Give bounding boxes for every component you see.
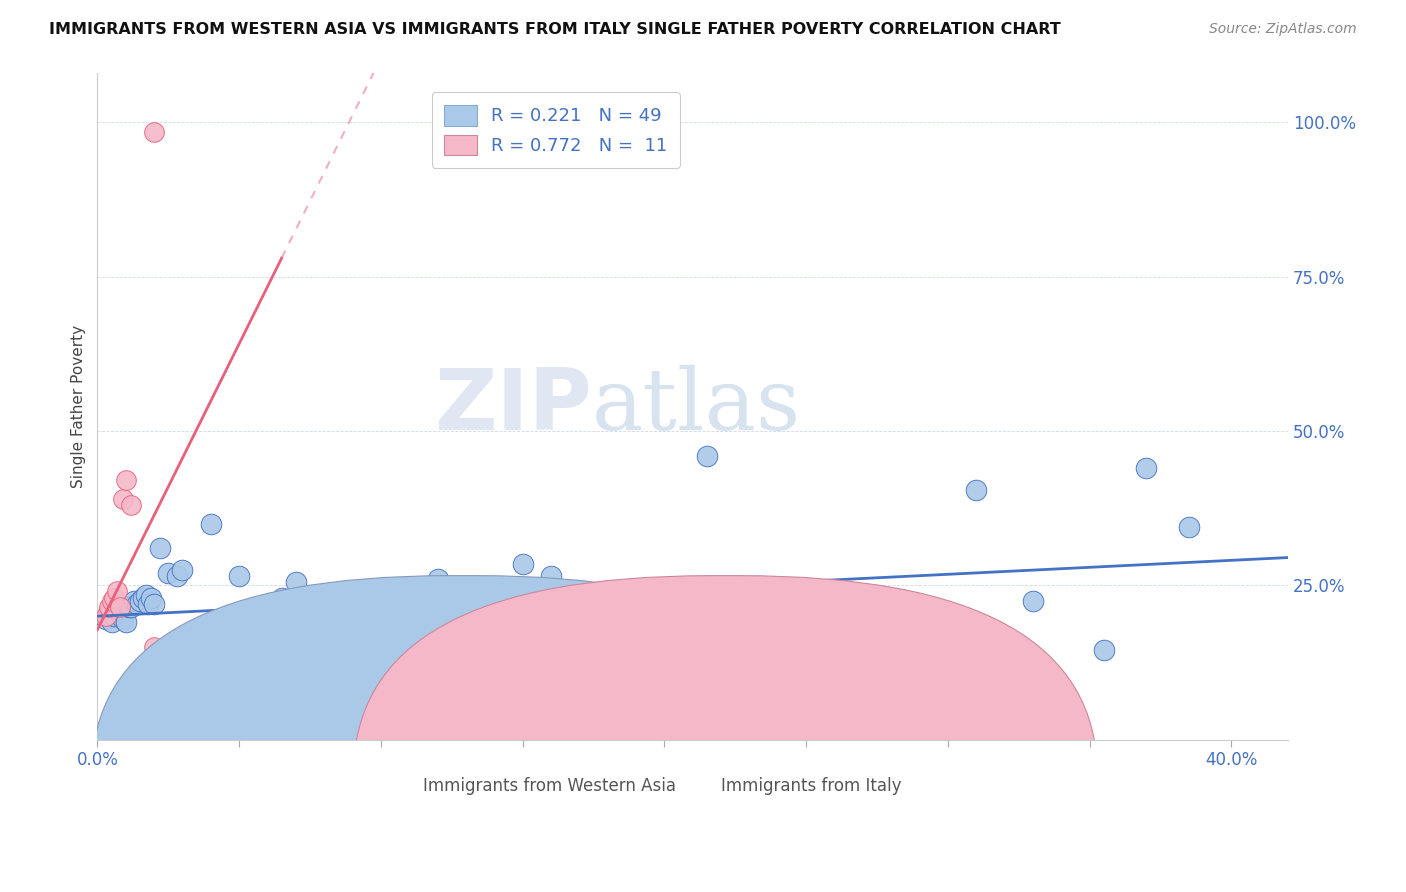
Point [412, 637, 434, 651]
Point [120, 599, 142, 614]
Point [426, 572, 449, 586]
Point [94, 612, 117, 626]
Point [97, 599, 120, 614]
Point [141, 591, 163, 605]
Text: Immigrants from Western Asia: Immigrants from Western Asia [423, 777, 676, 796]
Point [298, 603, 321, 617]
Point [117, 599, 139, 614]
Point [228, 569, 250, 583]
Point [512, 557, 534, 571]
FancyBboxPatch shape [353, 575, 1098, 892]
Point [696, 449, 718, 463]
Point [498, 652, 520, 666]
Text: IMMIGRANTS FROM WESTERN ASIA VS IMMIGRANTS FROM ITALY SINGLE FATHER POVERTY CORR: IMMIGRANTS FROM WESTERN ASIA VS IMMIGRAN… [49, 22, 1062, 37]
Point [149, 541, 172, 556]
Point [1177, 519, 1199, 533]
Point [114, 615, 136, 630]
Text: Source: ZipAtlas.com: Source: ZipAtlas.com [1209, 22, 1357, 37]
Text: ZIP: ZIP [433, 365, 592, 448]
Point [131, 591, 153, 605]
Point [105, 584, 128, 599]
Point [356, 624, 378, 639]
Point [1022, 593, 1045, 607]
Point [143, 640, 166, 654]
Point [1135, 461, 1157, 475]
Point [103, 609, 125, 624]
Point [610, 588, 633, 602]
Text: Immigrants from Italy: Immigrants from Italy [721, 777, 903, 796]
Point [242, 606, 264, 620]
Point [105, 603, 128, 617]
Point [894, 599, 917, 614]
Point [1092, 643, 1115, 657]
Point [97, 603, 120, 617]
Point [143, 597, 166, 611]
Point [314, 652, 336, 666]
Point [135, 588, 157, 602]
Point [128, 593, 150, 607]
Point [108, 606, 131, 620]
Point [838, 593, 860, 607]
Point [652, 593, 675, 607]
Point [270, 591, 292, 605]
Point [103, 591, 125, 605]
Point [540, 569, 562, 583]
Point [766, 588, 789, 602]
Point [166, 569, 188, 583]
Point [138, 597, 160, 611]
Point [157, 566, 180, 580]
Point [143, 125, 166, 139]
Y-axis label: Single Father Poverty: Single Father Poverty [72, 325, 86, 488]
Point [172, 633, 194, 648]
Point [125, 597, 148, 611]
Point [100, 615, 122, 630]
Text: atlas: atlas [592, 365, 800, 448]
Point [172, 563, 194, 577]
Point [100, 593, 122, 607]
Point [454, 588, 477, 602]
Point [965, 483, 987, 497]
Point [111, 491, 134, 506]
FancyBboxPatch shape [91, 575, 835, 892]
Point [284, 575, 307, 590]
Point [108, 599, 131, 614]
Point [111, 612, 134, 626]
Point [398, 606, 420, 620]
Point [120, 498, 142, 512]
Point [114, 474, 136, 488]
Point [122, 593, 145, 607]
Point [200, 516, 222, 531]
Legend: R = 0.221   N = 49, R = 0.772   N =  11: R = 0.221 N = 49, R = 0.772 N = 11 [432, 92, 681, 168]
Point [94, 609, 117, 624]
Point [328, 643, 350, 657]
